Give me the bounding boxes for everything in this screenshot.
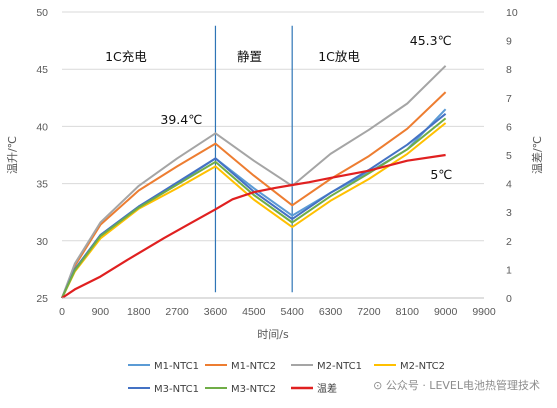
y-left-tick-label: 40	[36, 121, 48, 133]
legend: M1-NTC1 M1-NTC2 M2-NTC1 M2-NTC2 M3-NTC1 M3-NT…	[128, 361, 445, 395]
legend-label: M3-NTC1	[154, 384, 199, 395]
y-left-tick-label: 35	[36, 179, 48, 191]
x-tick-label: 3600	[204, 306, 228, 318]
series-line-M2-NTC1	[61, 65, 447, 299]
y-right-tick-label: 2	[506, 236, 512, 248]
series-line-M2-NTC2	[61, 122, 447, 299]
chart-labels: 1C充电 静置 1C放电 39.4℃ 45.3℃ 5℃	[105, 33, 452, 182]
legend-label: M1-NTC1	[154, 361, 199, 372]
x-tick-label: 2700	[165, 306, 189, 318]
y-right-tick-label: 10	[506, 7, 518, 19]
x-tick-label: 8100	[396, 306, 420, 318]
series-line-温差	[61, 153, 446, 299]
y-right-tick-label: 6	[506, 121, 512, 133]
x-tick-label: 1800	[127, 306, 151, 318]
annotation-label: 39.4℃	[160, 112, 202, 127]
watermark: ⊙ 公众号 · LEVEL电池热管理技术	[373, 378, 540, 392]
phase-label: 1C放电	[318, 49, 360, 64]
x-tick-label: 5400	[281, 306, 305, 318]
y-left-tick-label: 45	[36, 64, 48, 76]
y-right-tick-label: 7	[506, 93, 512, 105]
legend-label: 温差	[317, 382, 337, 395]
phase-label: 静置	[237, 49, 262, 64]
y-right-axis-title: 温差/℃	[530, 136, 544, 174]
y-left-tick-label: 25	[36, 293, 48, 305]
y-right-tick-label: 3	[506, 207, 512, 219]
y-right-tick-label: 9	[506, 36, 512, 48]
series-lines	[61, 65, 447, 299]
x-tick-label: 7200	[357, 306, 381, 318]
x-axis-title: 时间/s	[257, 328, 289, 341]
x-tick-label: 4500	[242, 306, 266, 318]
y-right-tick-label: 4	[506, 179, 512, 191]
series-line-M1-NTC2	[61, 91, 447, 299]
y-right-tick-label: 5	[506, 150, 512, 162]
axes: 0 900 1800 2700 3600 4500 5400 6300 7200 8100 9000…	[6, 7, 544, 341]
phase-boundaries	[214, 25, 293, 293]
y-left-axis-title: 温升/℃	[6, 136, 19, 174]
y-right-tick-label: 0	[506, 293, 512, 305]
x-tick-label: 6300	[319, 306, 343, 318]
annotation-label: 5℃	[430, 167, 452, 182]
legend-label: M1-NTC2	[231, 361, 276, 372]
y-right-tick-label: 1	[506, 264, 512, 276]
legend-label: M2-NTC2	[400, 361, 445, 372]
y-left-tick-label: 30	[36, 236, 48, 248]
legend-label: M3-NTC2	[231, 384, 276, 395]
x-tick-label: 0	[59, 306, 65, 318]
x-tick-label: 9900	[472, 306, 496, 318]
x-tick-label: 9000	[434, 306, 458, 318]
y-left-tick-label: 50	[36, 7, 48, 19]
legend-label: M2-NTC1	[317, 361, 362, 372]
annotation-label: 45.3℃	[410, 33, 452, 48]
y-right-tick-label: 8	[506, 64, 512, 76]
x-tick-label: 900	[92, 306, 110, 318]
phase-label: 1C充电	[105, 49, 147, 64]
